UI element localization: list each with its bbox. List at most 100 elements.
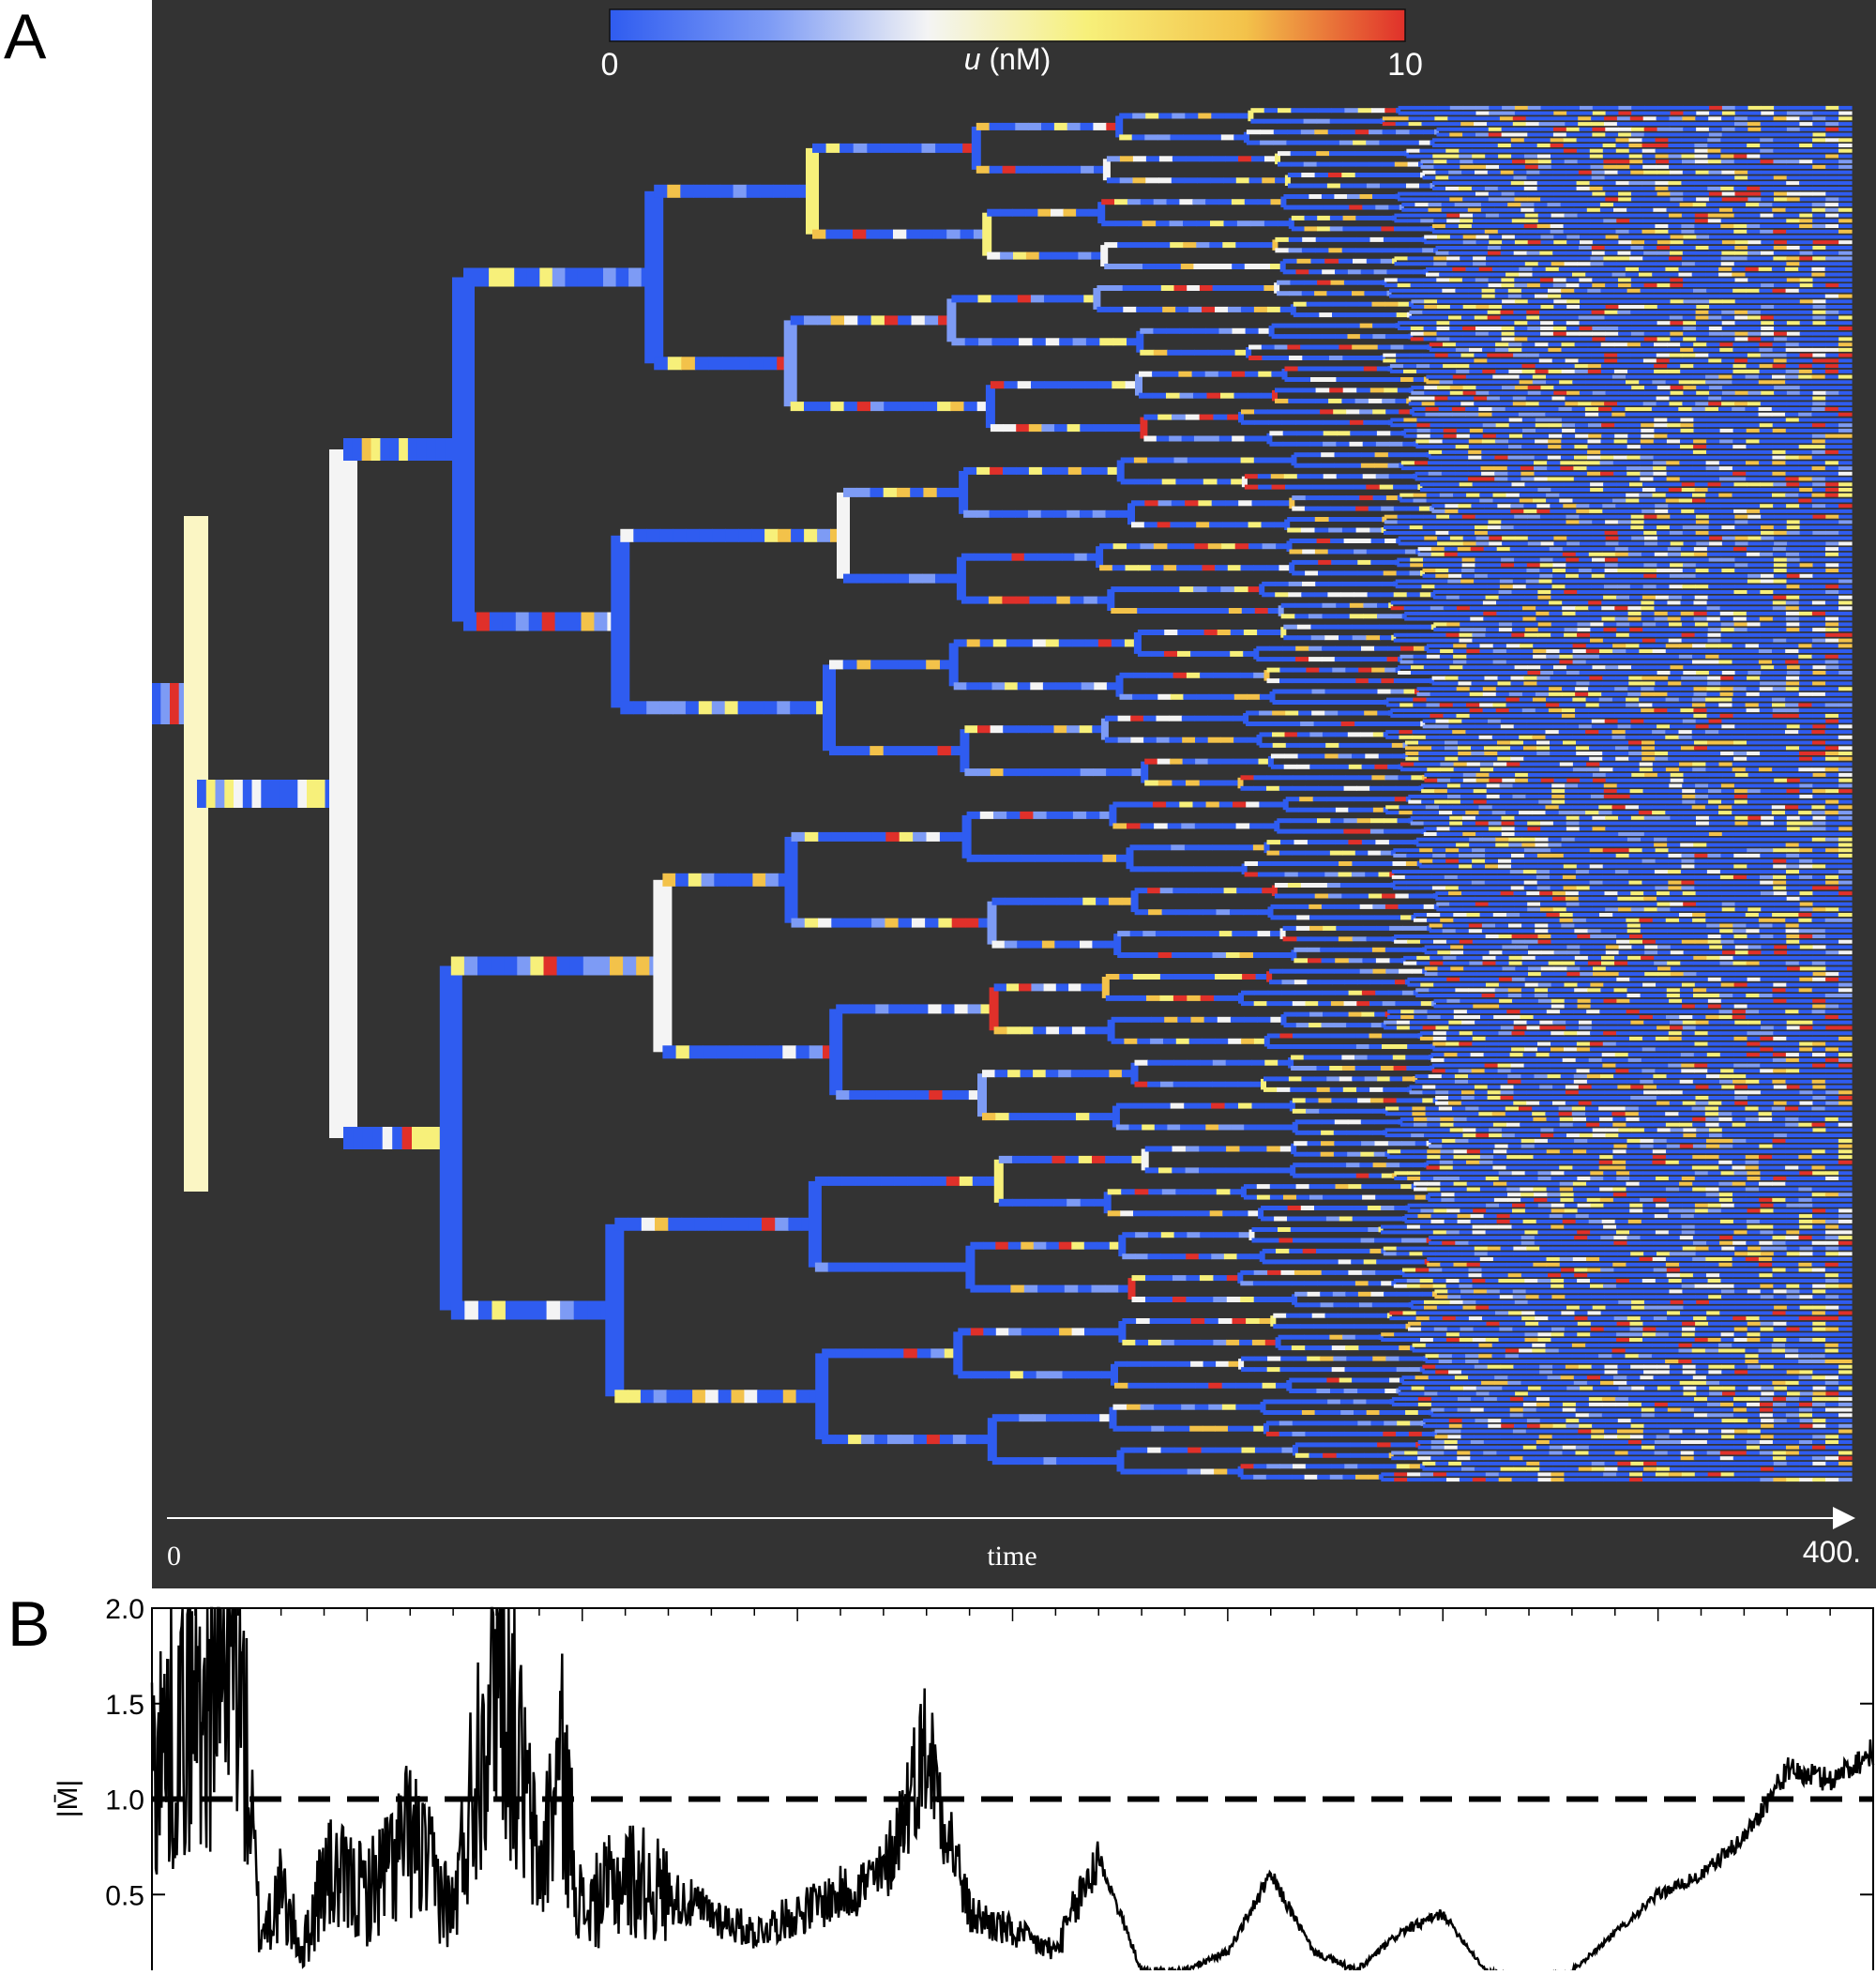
- branch-segment: [1156, 264, 1169, 269]
- branch-segment: [1158, 500, 1172, 506]
- branch-segment: [1657, 197, 1671, 201]
- branch-segment: [1696, 251, 1710, 255]
- branch-segment: [1565, 397, 1579, 401]
- branch-segment: [1642, 144, 1657, 147]
- branch-segment: [1643, 316, 1657, 320]
- branch-segment: [1656, 639, 1670, 643]
- branch-segment: [1606, 537, 1619, 540]
- branch-segment: [1590, 144, 1604, 147]
- branch-segment: [1708, 149, 1722, 153]
- branch-segment: [1732, 413, 1746, 417]
- branch-segment: [1800, 278, 1813, 281]
- tree-branch: [1406, 155, 1852, 159]
- branch-segment: [1670, 316, 1684, 320]
- branch-segment: [1369, 582, 1383, 586]
- tree-branch: [1398, 192, 1853, 196]
- branch-segment: [1774, 106, 1787, 110]
- branch-segment: [1733, 138, 1747, 142]
- branch-segment: [1448, 574, 1462, 578]
- branch-segment: [1666, 644, 1680, 647]
- tree-branch: [1099, 565, 1293, 570]
- branch-segment: [1280, 409, 1294, 414]
- branch-segment: [1456, 348, 1470, 352]
- branch-segment: [1310, 259, 1325, 264]
- branch-segment: [477, 268, 490, 287]
- branch-segment: [1774, 580, 1788, 584]
- branch-segment: [1693, 439, 1707, 443]
- branch-segment: [1838, 283, 1852, 287]
- branch-segment: [1722, 299, 1735, 303]
- branch-segment: [1421, 160, 1435, 163]
- branch-segment: [1190, 630, 1204, 635]
- branch-segment: [1450, 112, 1463, 115]
- branch-segment: [1283, 625, 1297, 630]
- branch-segment: [1773, 144, 1787, 147]
- branch-segment: [1761, 520, 1774, 524]
- branch-segment: [1694, 181, 1708, 185]
- branch-segment: [1682, 622, 1696, 626]
- branch-segment: [1679, 267, 1693, 271]
- branch-segment: [1643, 569, 1657, 572]
- branch-segment: [1500, 402, 1514, 405]
- branch-segment: [1062, 554, 1075, 561]
- branch-segment: [1365, 345, 1378, 350]
- branch-segment: [1799, 230, 1813, 234]
- branch-segment: [1419, 149, 1433, 153]
- branch-segment: [1430, 418, 1445, 422]
- branch-segment: [1298, 485, 1312, 490]
- branch-segment: [1500, 580, 1514, 584]
- branch-segment: [1334, 463, 1348, 468]
- branch-segment: [1657, 337, 1671, 341]
- branch-segment: [1344, 560, 1358, 565]
- branch-segment: [1800, 531, 1814, 535]
- branch-segment: [1167, 350, 1181, 356]
- branch-segment: [1563, 617, 1577, 621]
- branch-segment: [1812, 580, 1826, 584]
- branch-segment: [1448, 175, 1462, 179]
- branch-segment: [1536, 553, 1551, 556]
- tree-branch: [1420, 482, 1853, 486]
- branch-segment: [961, 597, 976, 604]
- branch-segment: [1246, 328, 1260, 334]
- branch-segment: [1708, 116, 1722, 120]
- panel-a-label: A: [4, 0, 46, 73]
- branch-segment: [1367, 184, 1381, 189]
- branch-segment: [1799, 585, 1813, 588]
- branch-segment: [1629, 155, 1643, 159]
- branch-segment: [1575, 600, 1589, 604]
- branch-segment: [1747, 219, 1762, 222]
- branch-segment: [1399, 106, 1412, 110]
- branch-segment: [1356, 517, 1370, 522]
- branch-segment: [1505, 273, 1520, 277]
- branch-segment: [1359, 302, 1373, 307]
- branch-segment: [1355, 162, 1369, 167]
- branch-segment: [1317, 281, 1331, 285]
- branch-segment: [1440, 661, 1454, 664]
- branch-segment: [1433, 488, 1447, 492]
- branch-segment: [1546, 499, 1560, 503]
- branch-segment: [1591, 402, 1605, 405]
- branch-segment: [1500, 397, 1514, 401]
- branch-segment: [1732, 456, 1747, 460]
- branch-segment: [1449, 283, 1462, 287]
- branch-segment: [1404, 434, 1418, 438]
- branch-segment: [1709, 251, 1723, 255]
- branch-segment: [1812, 219, 1826, 222]
- branch-segment: [1552, 402, 1566, 405]
- branch-segment: [1589, 504, 1603, 508]
- branch-segment: [1732, 380, 1746, 384]
- branch-segment: [1232, 372, 1246, 377]
- branch-segment: [1572, 267, 1586, 271]
- branch-segment: [1657, 321, 1671, 325]
- branch-segment: [1629, 138, 1643, 142]
- branch-segment: [1760, 488, 1774, 492]
- branch-segment: [1494, 450, 1508, 454]
- branch-segment: [1679, 461, 1693, 464]
- branch-segment: [1538, 628, 1552, 631]
- branch-segment: [1786, 256, 1800, 260]
- branch-segment: [1709, 171, 1723, 175]
- branch-segment: [1787, 192, 1800, 196]
- branch-segment: [1254, 307, 1268, 312]
- branch-segment: [1525, 160, 1539, 163]
- branch-segment: [646, 701, 660, 714]
